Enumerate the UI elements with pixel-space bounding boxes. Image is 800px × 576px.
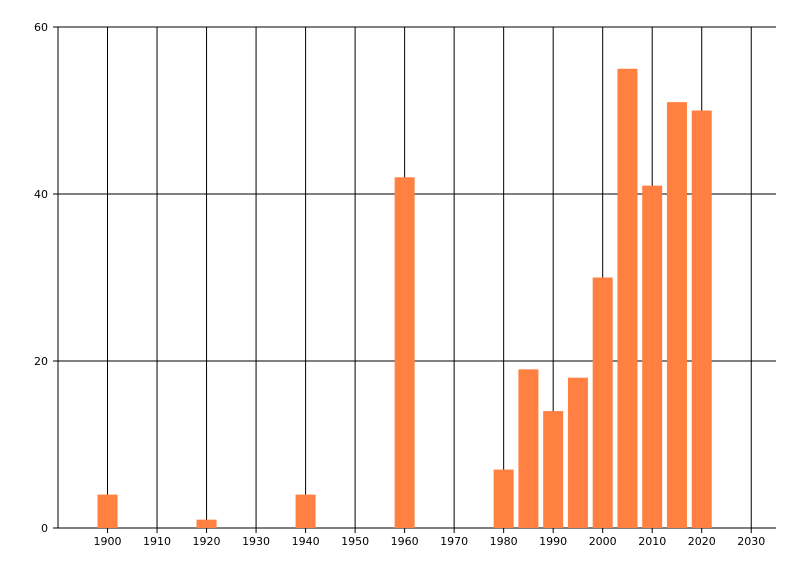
bar bbox=[642, 185, 663, 528]
bar bbox=[518, 369, 539, 528]
y-tick-label: 40 bbox=[34, 188, 48, 201]
x-tick-label: 1970 bbox=[440, 535, 468, 548]
bar bbox=[97, 494, 118, 528]
x-tick-label: 2010 bbox=[638, 535, 666, 548]
x-tick-label: 2030 bbox=[737, 535, 765, 548]
bar bbox=[196, 519, 217, 528]
bar bbox=[394, 177, 415, 529]
x-tick-label: 2000 bbox=[589, 535, 617, 548]
bar bbox=[567, 377, 588, 528]
x-tick-label: 1940 bbox=[292, 535, 320, 548]
y-tick-label: 60 bbox=[34, 21, 48, 34]
x-tick-label: 1920 bbox=[193, 535, 221, 548]
x-tick-label: 1910 bbox=[143, 535, 171, 548]
y-tick-label: 20 bbox=[34, 355, 48, 368]
x-tick-label: 1950 bbox=[341, 535, 369, 548]
x-tick-label: 1990 bbox=[539, 535, 567, 548]
bar bbox=[493, 469, 514, 528]
bar bbox=[691, 110, 712, 528]
x-tick-label: 1960 bbox=[391, 535, 419, 548]
x-tick-label: 1900 bbox=[94, 535, 122, 548]
x-tick-label: 1930 bbox=[242, 535, 270, 548]
y-tick-label: 0 bbox=[41, 522, 48, 535]
bar bbox=[617, 68, 638, 528]
bar bbox=[295, 494, 316, 528]
bar bbox=[666, 102, 687, 529]
x-tick-label: 1980 bbox=[490, 535, 518, 548]
bar bbox=[543, 411, 564, 528]
x-tick-label: 2020 bbox=[688, 535, 716, 548]
bar bbox=[592, 277, 613, 528]
